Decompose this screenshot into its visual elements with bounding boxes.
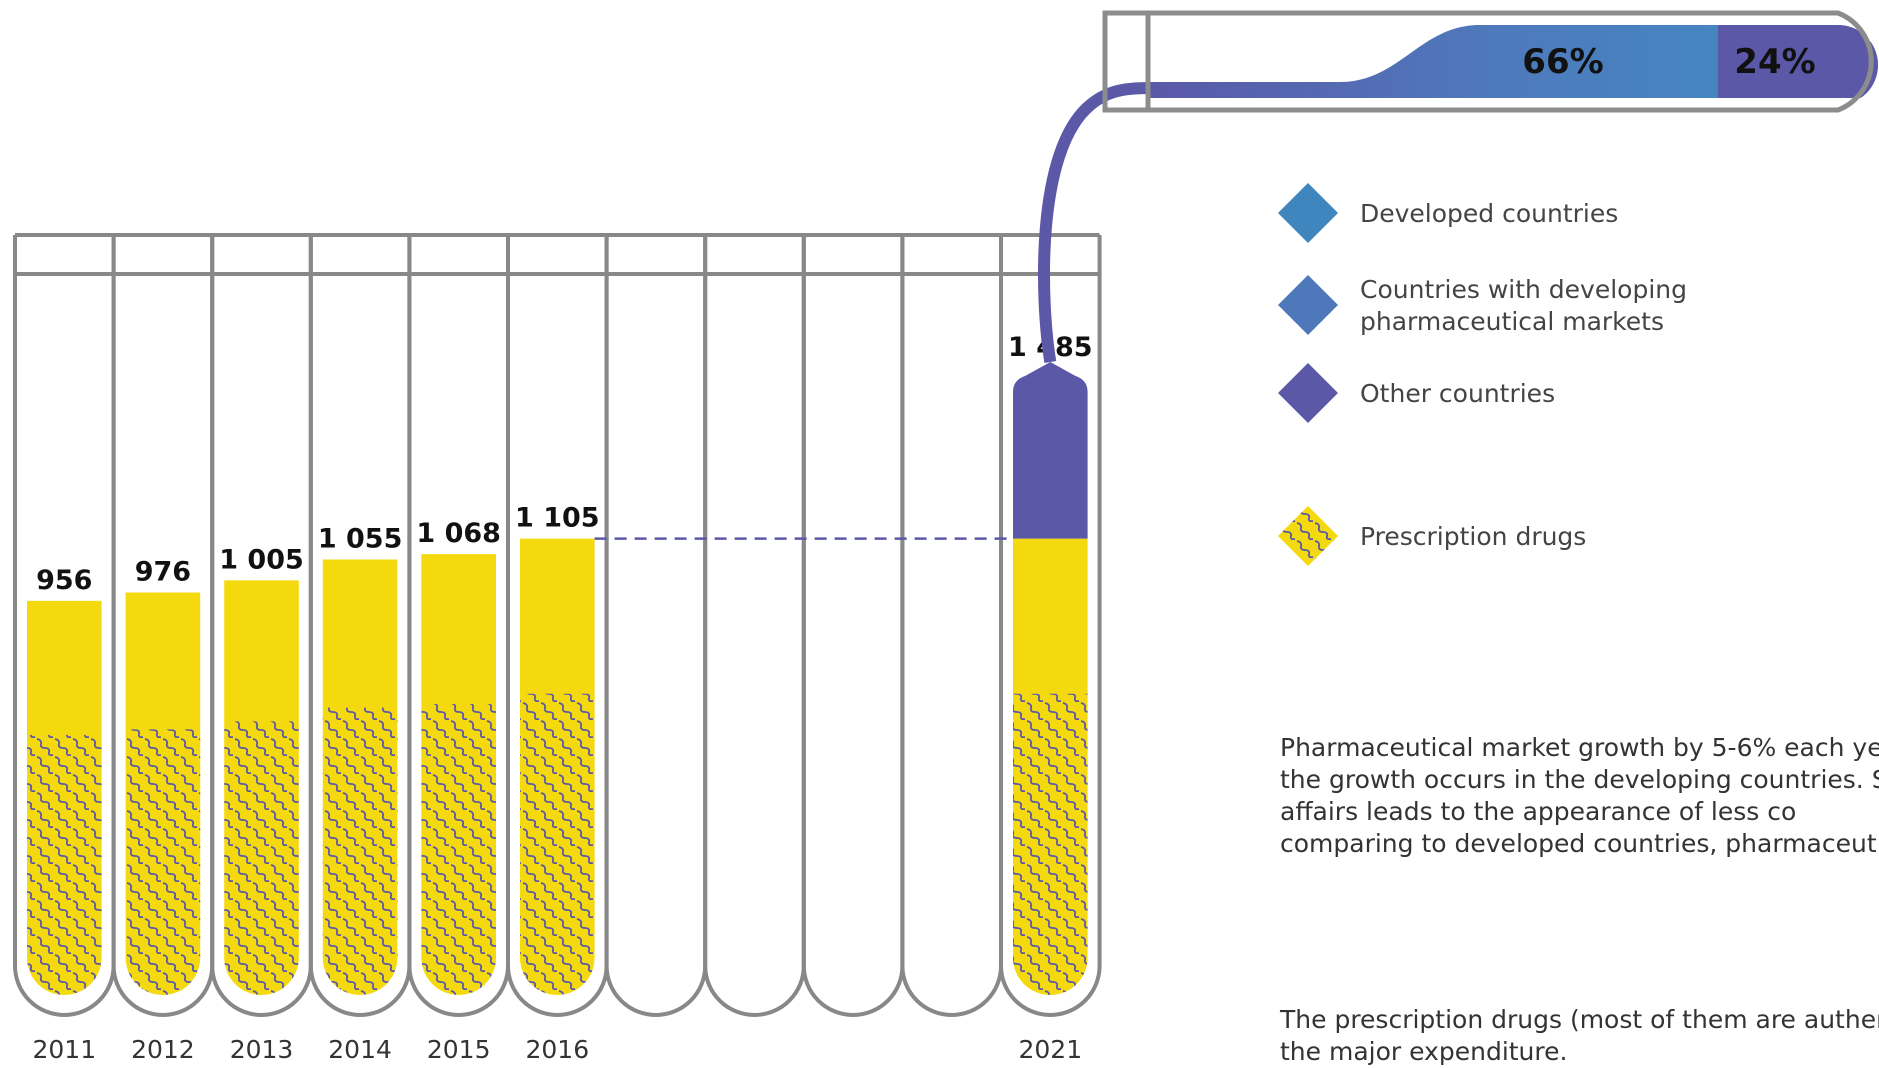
legend-diamond-icon [1278,183,1338,243]
prescription-fill-2013 [224,721,299,995]
share-tube-outline [1102,10,1874,113]
prescription-fill-2012 [125,729,201,995]
note-growth-line: Pharmaceutical market growth by 5-6% eac… [1280,733,1879,762]
legend-diamond-icon [1278,275,1338,335]
tube-outline [801,235,905,1017]
note-prescription-line: The prescription drugs (most of them are… [1280,1005,1879,1034]
test-tube-grid [13,233,1102,1017]
year-label: 2012 [131,1035,195,1064]
year-label: 2014 [328,1035,392,1064]
year-label: 2011 [32,1035,96,1064]
share-swell [1148,25,1878,98]
tube-outline [111,235,215,1017]
share-tube-cap [1102,10,1151,113]
prescription-fill-2016 [520,693,595,995]
bars-layer [27,362,1088,996]
tube-outline [308,235,412,1017]
tube-outline [999,235,1102,1017]
prescription-fill-2011 [27,734,102,995]
legend: Developed countries Countries with develo… [1278,183,1687,566]
tube-outline [407,235,510,1017]
legend-wave-icon [1278,506,1338,566]
note-prescription: The prescription drugs (most of them are… [1280,1004,1879,1068]
tube-outline [506,235,609,1017]
value-label: 956 [36,565,92,596]
legend-label: Other countries [1360,379,1555,408]
tube-outline [900,235,1003,1017]
tube-outline [210,235,313,1017]
prescription-fill-2015 [421,704,496,996]
value-label: 1 005 [219,544,304,575]
prescription-fill-2021 [1013,693,1088,995]
legend-label: pharmaceutical markets [1360,307,1664,336]
year-label: 2016 [525,1035,589,1064]
prescription-fill-2014 [322,707,398,996]
note-growth-line: the growth occurs in the developing coun… [1280,765,1879,794]
value-label: 1 105 [515,503,600,534]
value-label: 1 055 [318,524,403,555]
tube-outline [13,235,116,1017]
value-label: 976 [135,557,191,588]
value-label: 1 068 [416,518,501,549]
growth-flow [1037,82,1360,363]
note-prescription-line: the major expenditure. [1280,1037,1568,1066]
year-label: 2015 [427,1035,491,1064]
legend-label: Prescription drugs [1360,522,1586,551]
share-segment-other [1718,25,1878,98]
tube-outline [604,235,708,1017]
year-label: 2021 [1018,1035,1082,1064]
share-tube: 66% 24% [1037,10,1878,363]
legend-label: Countries with developing [1360,275,1687,304]
legend-label: Developed countries [1360,199,1618,228]
share-label-developed: 66% [1522,42,1603,82]
growth-segment-2021 [1013,362,1088,539]
note-growth-line: affairs leads to the appearance of less … [1280,797,1797,826]
legend-diamond-icon [1278,363,1338,423]
tube-outline [703,235,806,1017]
share-label-other: 24% [1734,42,1815,82]
note-growth: Pharmaceutical market growth by 5-6% eac… [1280,732,1879,860]
year-label: 2013 [230,1035,294,1064]
note-growth-line: comparing to developed countries, pharma… [1280,829,1879,858]
